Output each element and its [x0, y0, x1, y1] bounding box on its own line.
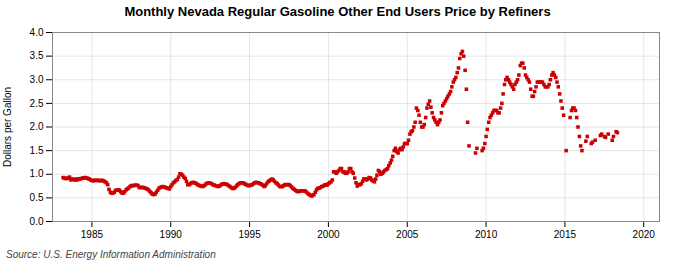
svg-text:2015: 2015: [554, 229, 577, 240]
svg-text:1990: 1990: [160, 229, 183, 240]
svg-text:1985: 1985: [81, 229, 104, 240]
svg-text:1.0: 1.0: [30, 168, 44, 179]
svg-text:4.0: 4.0: [30, 27, 44, 38]
svg-text:0.0: 0.0: [30, 216, 44, 227]
svg-text:Dollars per Gallon: Dollars per Gallon: [2, 87, 13, 167]
html-text:Monthly Nevada Regular Gasolin: Monthly Nevada Regular Gasoline Other En…: [124, 4, 551, 19]
svg-text:2010: 2010: [475, 229, 498, 240]
svg-text:2.0: 2.0: [30, 121, 44, 132]
html-text:Source: U.S. Energy Informatio: Source: U.S. Energy Information Administ…: [6, 249, 216, 260]
svg-text:1995: 1995: [238, 229, 261, 240]
svg-text:0.5: 0.5: [30, 192, 44, 203]
svg-text:2.5: 2.5: [30, 98, 44, 109]
svg-text:2005: 2005: [396, 229, 419, 240]
svg-text:3.0: 3.0: [30, 74, 44, 85]
svg-text:2000: 2000: [317, 229, 340, 240]
svg-text:3.5: 3.5: [30, 50, 44, 61]
svg-text:2020: 2020: [633, 229, 656, 240]
svg-text:1.5: 1.5: [30, 145, 44, 156]
